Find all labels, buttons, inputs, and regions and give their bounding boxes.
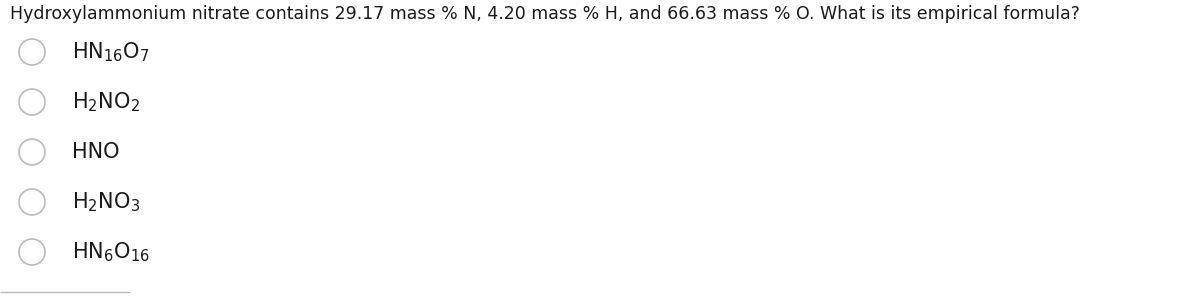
Text: HN$_6$O$_{16}$: HN$_6$O$_{16}$ bbox=[72, 240, 150, 264]
Text: Hydroxylammonium nitrate contains 29.17 mass % N, 4.20 mass % H, and 66.63 mass : Hydroxylammonium nitrate contains 29.17 … bbox=[10, 5, 1080, 23]
Text: HN$_{16}$O$_7$: HN$_{16}$O$_7$ bbox=[72, 40, 150, 64]
Text: HNO: HNO bbox=[72, 142, 120, 162]
Text: H$_2$NO$_2$: H$_2$NO$_2$ bbox=[72, 90, 140, 114]
Text: H$_2$NO$_3$: H$_2$NO$_3$ bbox=[72, 190, 140, 214]
